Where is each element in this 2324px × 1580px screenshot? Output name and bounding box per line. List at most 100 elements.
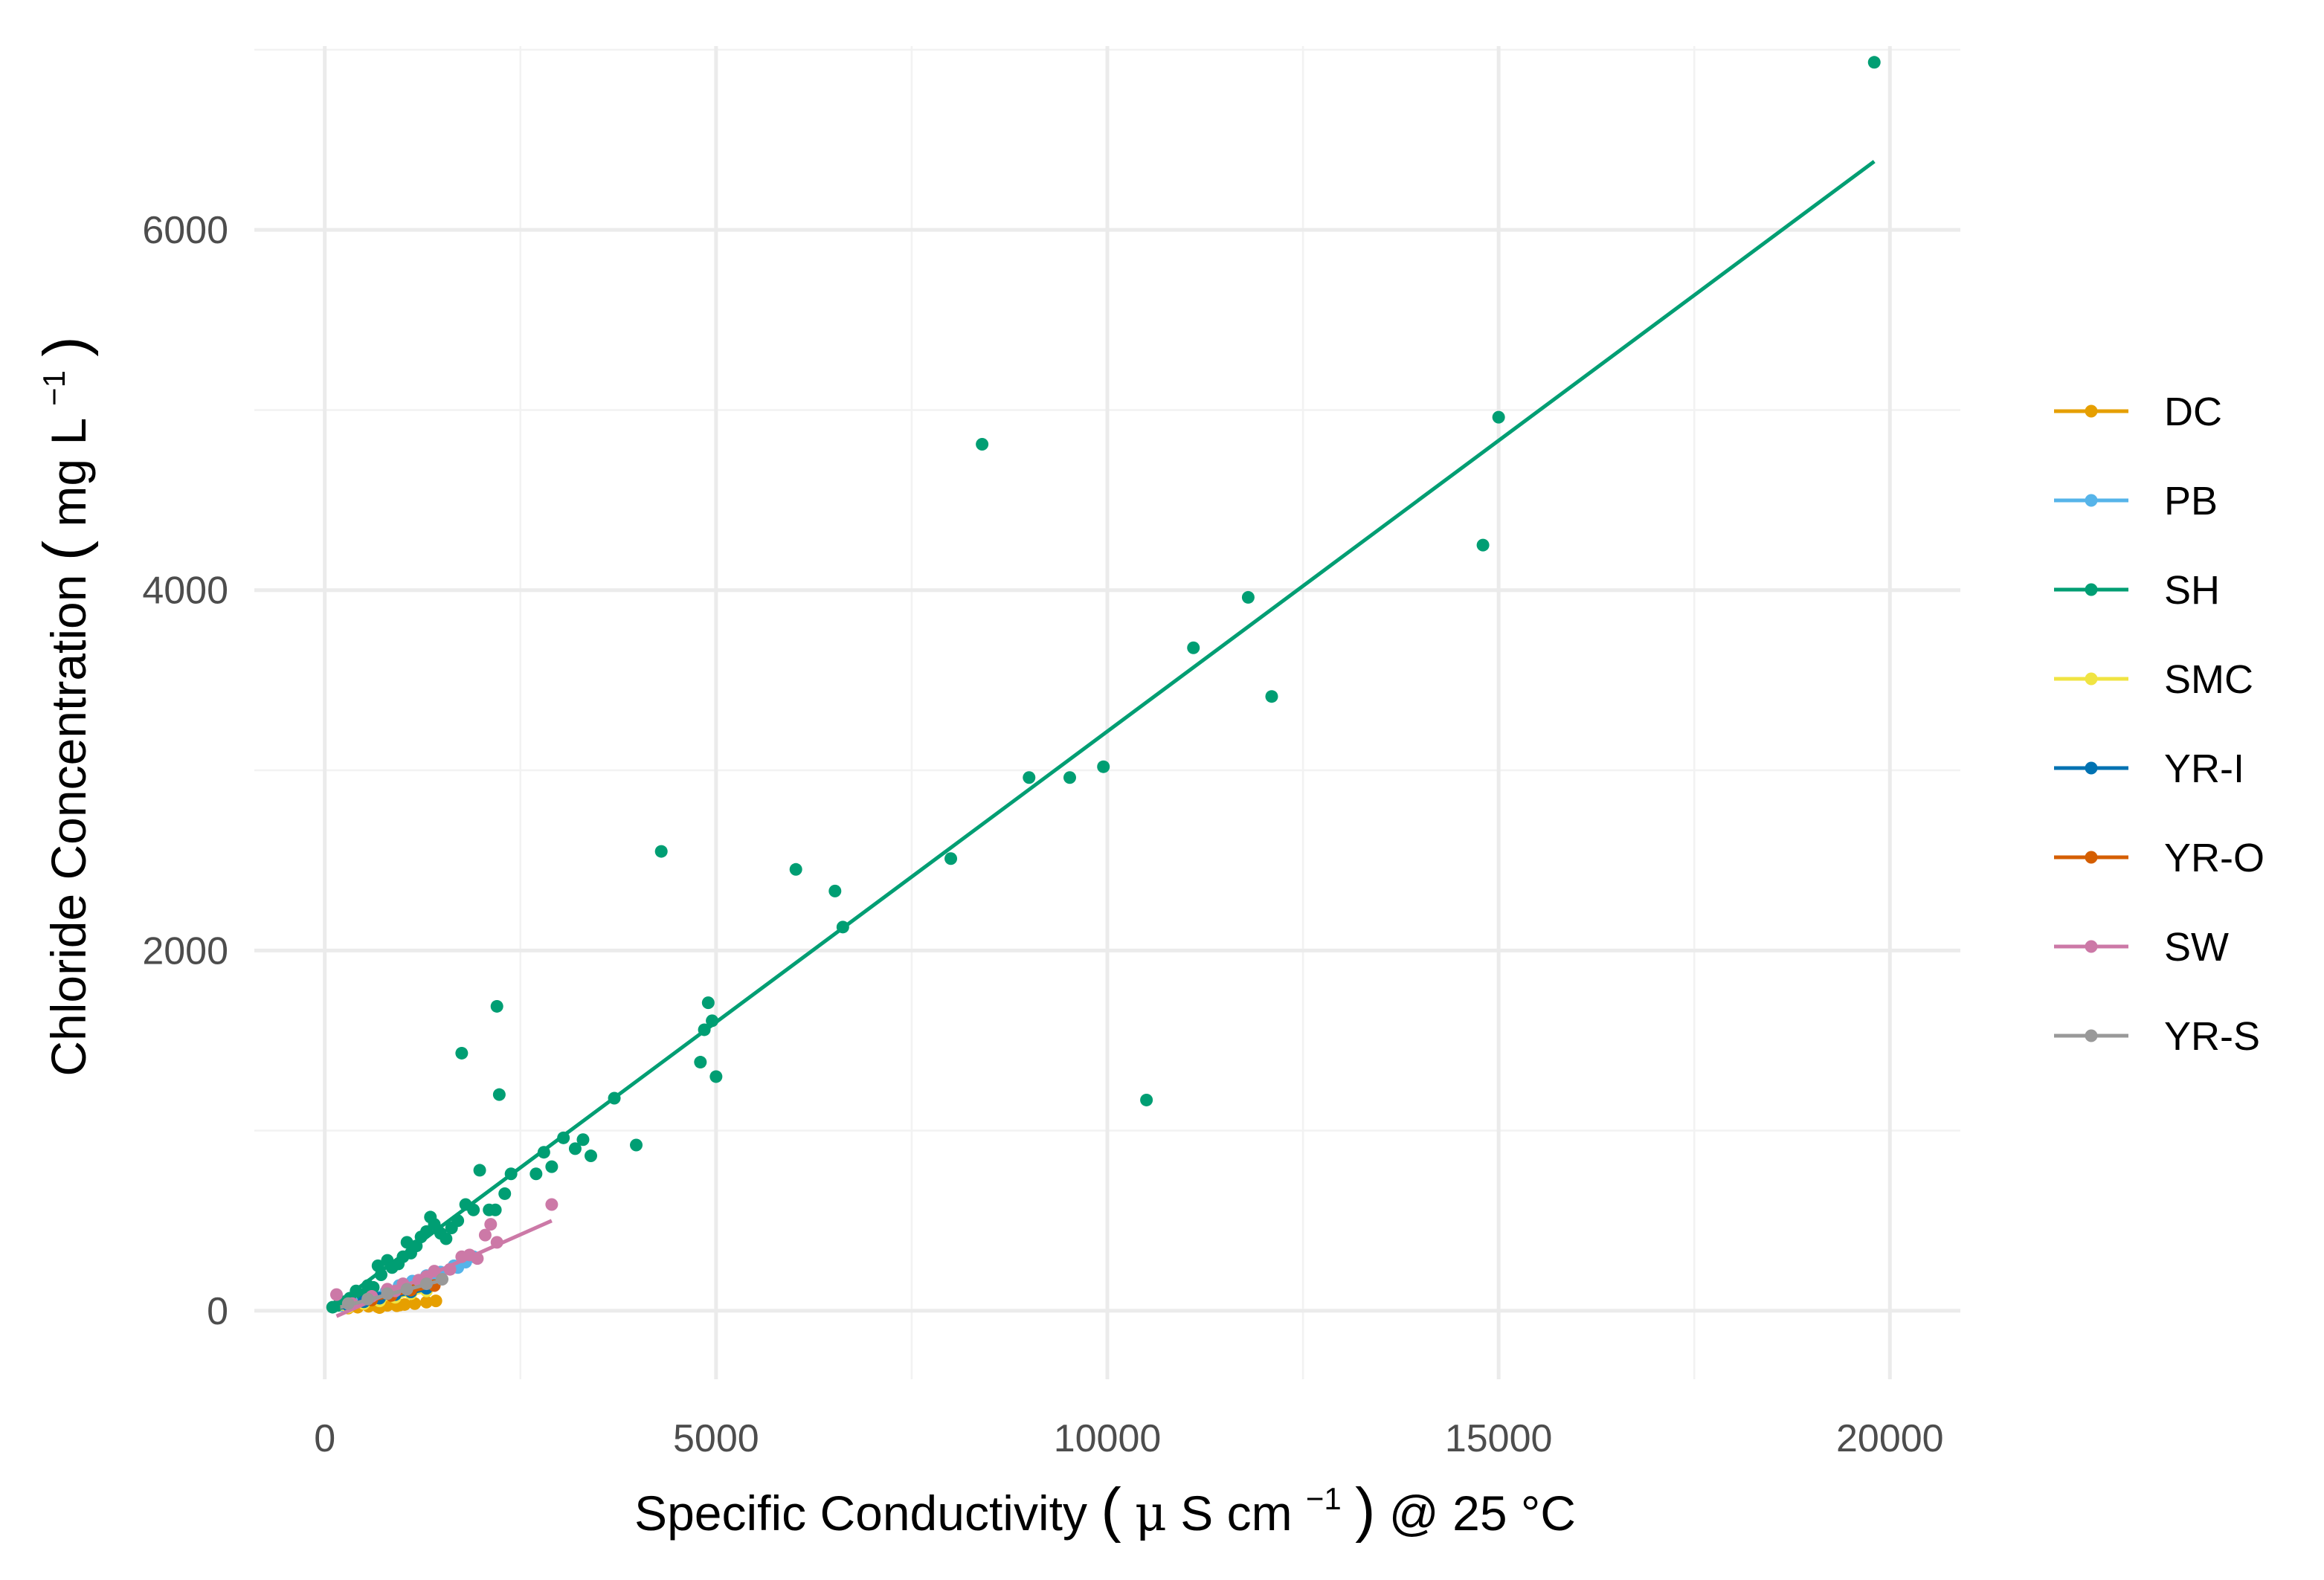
data-point-sw	[478, 1228, 492, 1242]
data-point-sh	[1097, 760, 1110, 773]
legend-key-point	[2085, 1029, 2098, 1042]
data-point-sh	[836, 920, 849, 934]
data-point-sh	[473, 1164, 486, 1177]
data-point-sh	[504, 1167, 518, 1181]
x-tick-label: 0	[314, 1417, 335, 1460]
data-point-sh	[498, 1187, 512, 1200]
x-tick-label: 10000	[1054, 1417, 1162, 1460]
x-axis-title-unit-sup: −1	[1306, 1481, 1342, 1516]
fit-line-sh	[331, 160, 1876, 1309]
x-tick-label: 15000	[1445, 1417, 1553, 1460]
y-axis-title-paren-close: )	[31, 336, 99, 356]
y-tick-label: 4000	[142, 570, 228, 613]
x-axis-title-prefix: Specific Conductivity	[634, 1486, 1101, 1541]
data-point-sw	[471, 1252, 484, 1265]
data-point-yr-s	[420, 1277, 434, 1291]
data-point-yr-s	[361, 1292, 375, 1306]
legend-label: YR-O	[2164, 836, 2265, 880]
legend-label: YR-I	[2164, 747, 2244, 791]
legend-item-yr-o: YR-O	[2054, 836, 2265, 880]
legend-label: YR-S	[2164, 1014, 2260, 1059]
data-point-sh	[530, 1167, 543, 1181]
data-point-sh	[1492, 410, 1505, 424]
data-point-sh	[1140, 1093, 1153, 1106]
legend-key-point	[2085, 672, 2098, 686]
legend-key-point	[2085, 851, 2098, 864]
data-point-sw	[443, 1263, 457, 1276]
legend-key-point	[2085, 583, 2098, 596]
x-axis-title-suffix: @ 25 °C	[1389, 1486, 1576, 1541]
y-tick-label: 0	[207, 1290, 228, 1333]
data-point-sh	[490, 999, 503, 1013]
data-point-sh	[568, 1142, 582, 1155]
legend: DC PB SH SMC YR-I YR-O SW YR-S	[2054, 390, 2265, 1059]
x-axis-title-paren-open: (	[1101, 1476, 1121, 1544]
data-point-sh	[1187, 641, 1200, 654]
data-point-yr-s	[381, 1287, 394, 1300]
legend-item-dc: DC	[2054, 390, 2222, 434]
data-point-sh	[630, 1138, 643, 1152]
data-point-dc	[429, 1294, 442, 1308]
data-point-dc	[420, 1295, 434, 1309]
y-axis-title-prefix: Chloride Concentration	[41, 561, 96, 1076]
series-layer	[326, 56, 1881, 1318]
y-axis-title-unit-main: mg L	[41, 419, 96, 527]
data-point-sh	[451, 1214, 465, 1228]
data-point-sw	[329, 1288, 343, 1301]
series-yr-s	[340, 1273, 449, 1310]
data-point-sh	[701, 996, 715, 1010]
data-point-sh	[1476, 538, 1490, 552]
data-point-yr-s	[436, 1273, 449, 1286]
x-axis-title: Specific Conductivity ( μ S cm −1 ) @ 25…	[634, 1465, 1576, 1544]
legend-item-sh: SH	[2054, 568, 2220, 613]
legend-key-point	[2085, 940, 2098, 953]
data-point-sh	[828, 884, 842, 897]
legend-label: SMC	[2164, 657, 2253, 702]
y-tick-label: 6000	[142, 209, 228, 252]
data-point-sh	[1241, 590, 1255, 604]
data-point-sh	[576, 1133, 590, 1147]
x-axis-title-unit-main: S cm	[1180, 1486, 1292, 1541]
data-point-sh	[428, 1218, 441, 1231]
legend-label: PB	[2164, 479, 2218, 523]
y-axis-title-paren-open: (	[31, 541, 99, 561]
data-point-sh	[455, 1046, 469, 1060]
series-sh	[326, 56, 1881, 1314]
data-point-yr-s	[400, 1283, 413, 1296]
legend-item-yr-s: YR-S	[2054, 1014, 2260, 1059]
y-axis-title: Chloride Concentration ( mg L −1 )	[20, 336, 99, 1076]
data-point-dc	[408, 1297, 422, 1310]
data-point-sw	[484, 1218, 498, 1231]
data-point-sh	[976, 437, 989, 451]
data-point-sh	[537, 1146, 550, 1159]
legend-item-pb: PB	[2054, 479, 2218, 523]
data-point-sh	[789, 862, 802, 876]
legend-label: SH	[2164, 568, 2220, 613]
data-point-sh	[374, 1268, 387, 1281]
data-point-yr-s	[341, 1297, 355, 1310]
data-point-sw	[490, 1236, 503, 1249]
data-point-sh	[492, 1088, 506, 1101]
legend-item-smc: SMC	[2054, 657, 2253, 702]
x-tick-label: 20000	[1836, 1417, 1944, 1460]
data-point-sh	[440, 1232, 453, 1245]
legend-item-yr-i: YR-I	[2054, 747, 2244, 791]
y-tick-label: 2000	[142, 929, 228, 973]
data-point-sw	[545, 1198, 559, 1211]
data-point-sh	[654, 845, 668, 858]
data-point-sh	[545, 1160, 559, 1173]
data-point-sh	[694, 1056, 707, 1069]
data-point-sh	[709, 1070, 723, 1083]
data-point-sh	[706, 1014, 719, 1028]
data-point-sh	[944, 852, 958, 865]
legend-key-point	[2085, 494, 2098, 507]
data-point-sh	[1023, 771, 1036, 784]
x-axis-title-unit-mu: μ	[1135, 1485, 1167, 1542]
x-axis-title-paren-close: )	[1355, 1476, 1375, 1544]
data-point-sh	[608, 1092, 621, 1105]
legend-key-point	[2085, 761, 2098, 775]
legend-label: DC	[2164, 390, 2222, 434]
data-point-sh	[1265, 690, 1278, 703]
